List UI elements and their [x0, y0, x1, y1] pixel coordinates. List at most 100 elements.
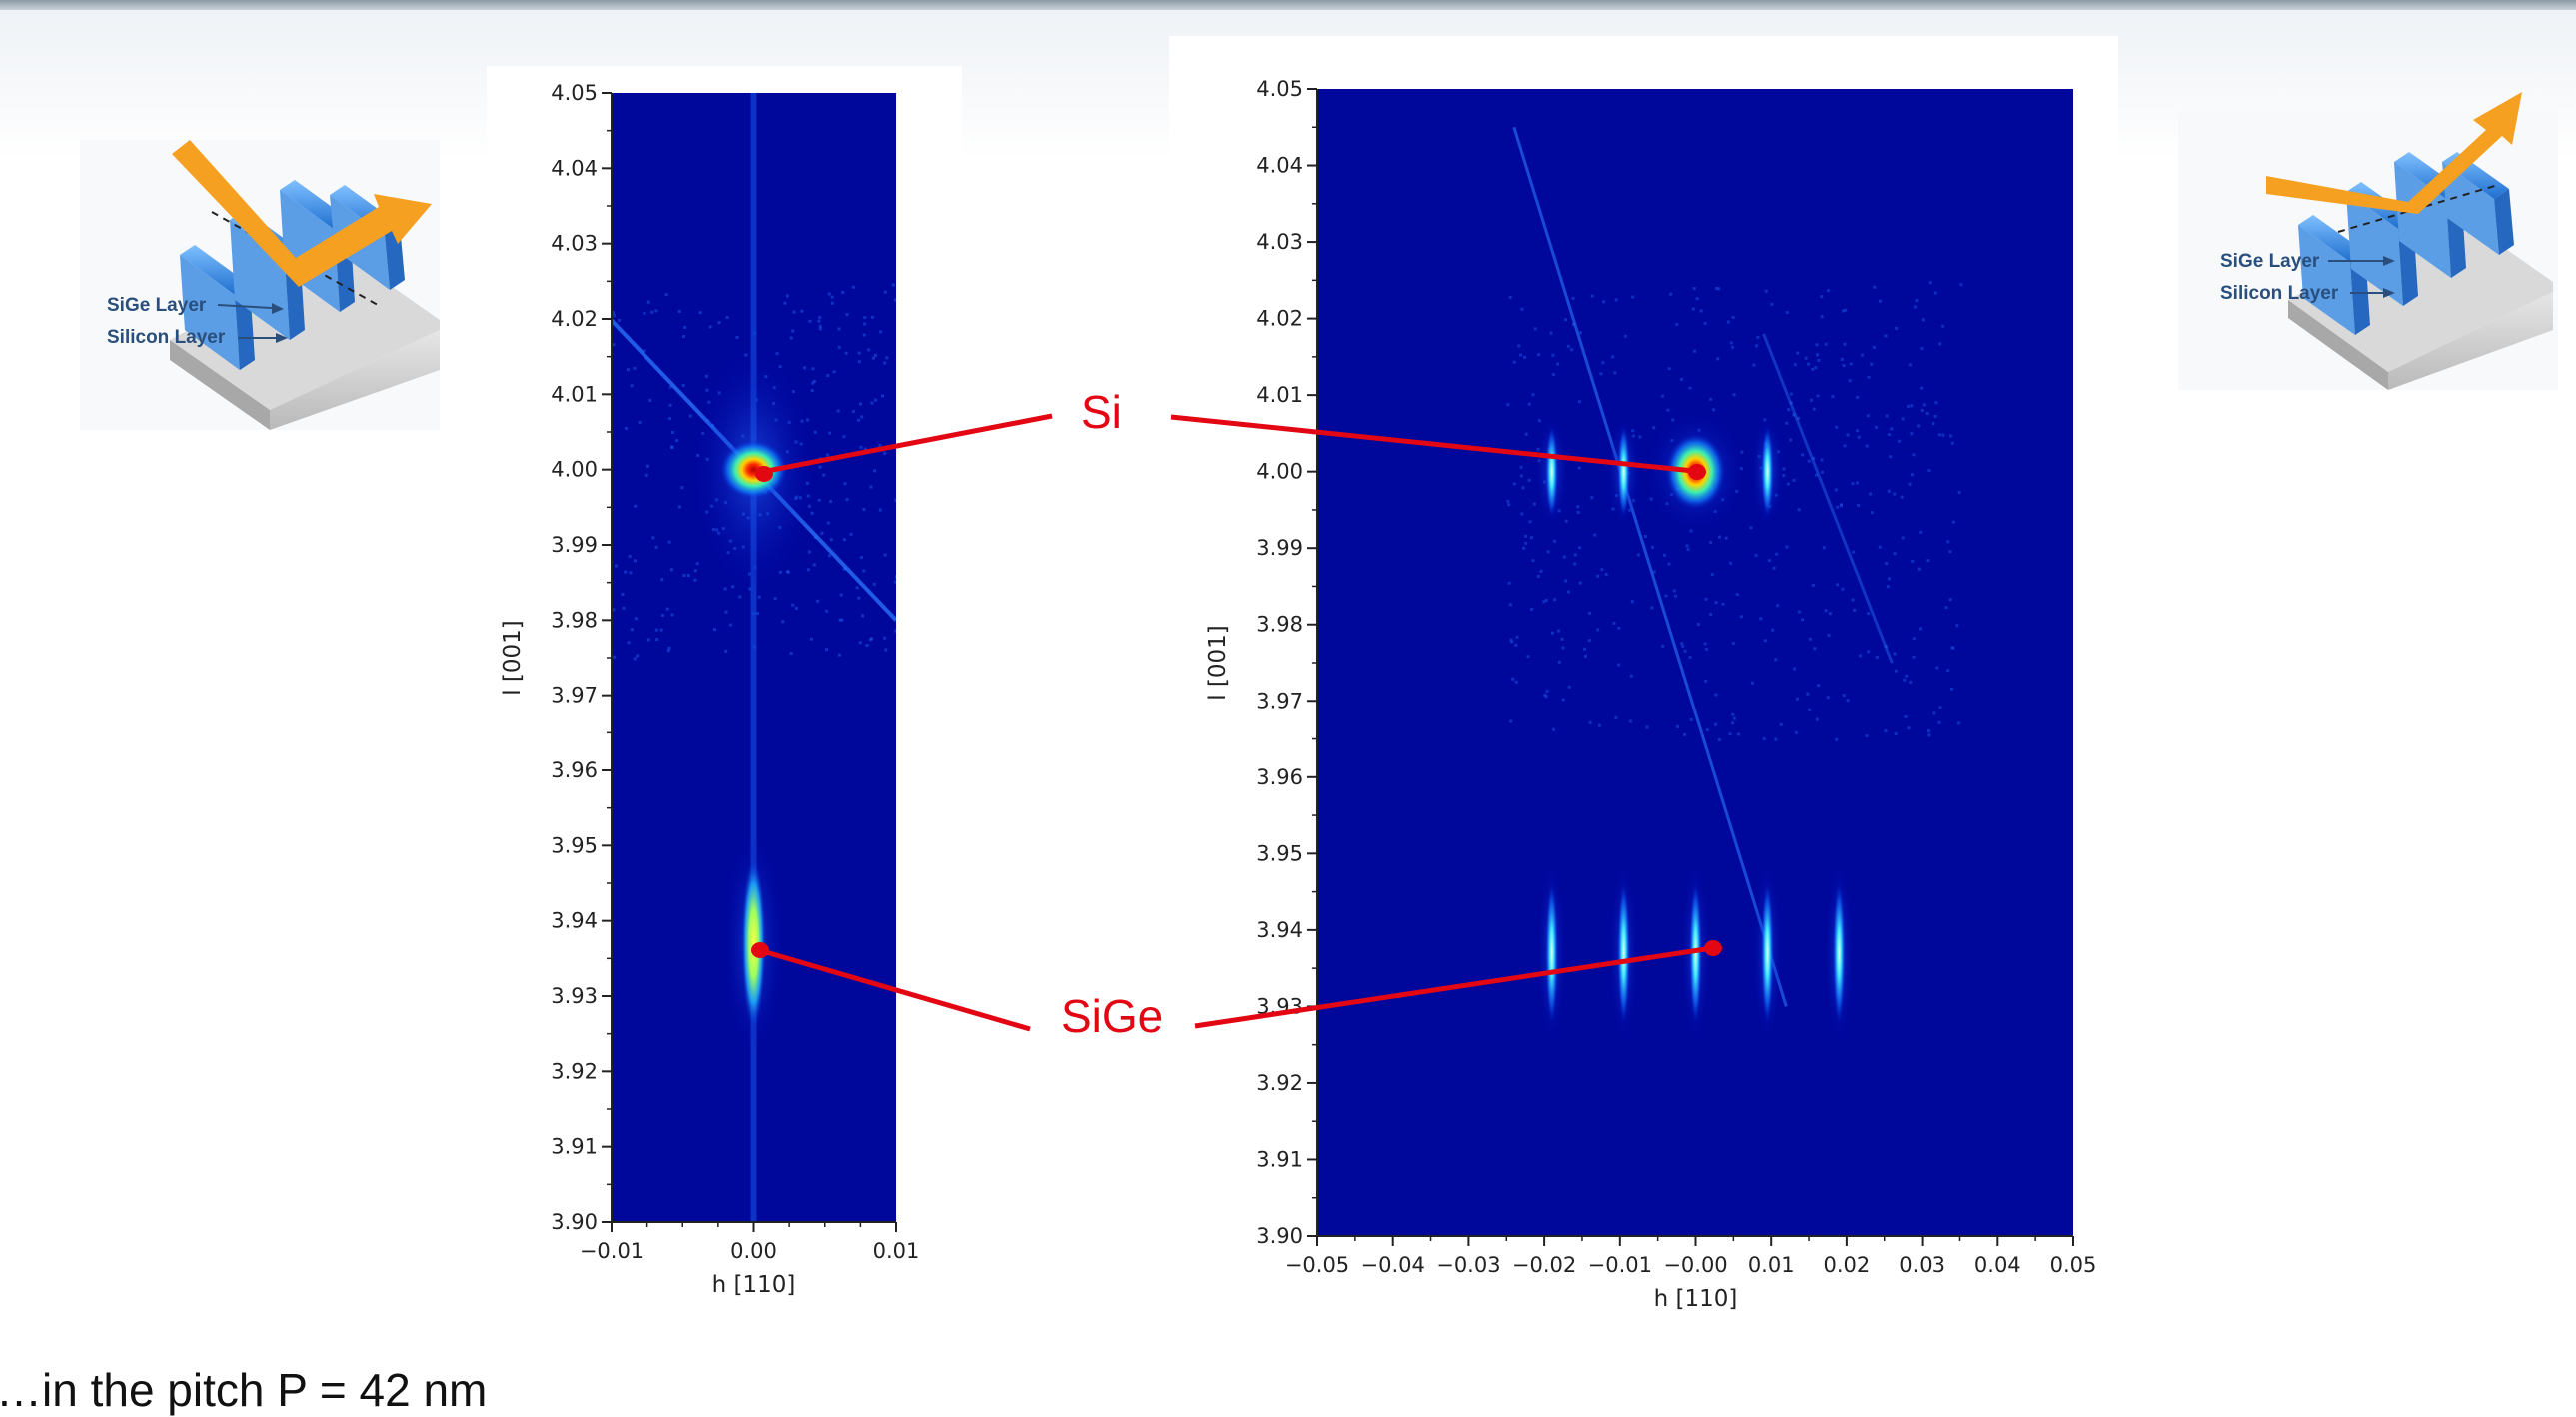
noise-speck [1793, 667, 1797, 671]
noise-speck [1948, 550, 1952, 554]
noise-speck [1506, 403, 1510, 407]
y-tick-label: 4.03 [551, 232, 598, 256]
noise-speck [1934, 401, 1938, 405]
noise-speck [1732, 393, 1736, 397]
noise-speck [1514, 643, 1518, 647]
noise-speck [1886, 585, 1890, 589]
noise-speck [613, 655, 617, 659]
noise-speck [1857, 435, 1861, 439]
noise-speck [1889, 455, 1893, 459]
noise-speck [1824, 609, 1828, 613]
noise-speck [1804, 356, 1808, 360]
noise-speck [822, 473, 826, 477]
noise-speck [1567, 685, 1571, 689]
noise-speck [621, 592, 625, 596]
noise-speck [1808, 708, 1812, 711]
y-tick-label: 3.94 [551, 909, 598, 933]
sige-satellite [1545, 882, 1558, 1023]
noise-speck [1731, 721, 1735, 725]
noise-speck [1731, 316, 1735, 320]
noise-speck [731, 585, 735, 589]
y-tick-label: 3.90 [551, 1210, 598, 1234]
noise-speck [857, 351, 861, 355]
callout-si-line-left [756, 413, 1053, 476]
noise-speck [1680, 642, 1684, 646]
noise-speck [1630, 600, 1634, 604]
noise-speck [1808, 637, 1812, 641]
noise-speck [630, 384, 634, 388]
noise-speck [1925, 411, 1929, 415]
noise-speck [1806, 692, 1810, 696]
noise-speck [1843, 342, 1847, 346]
si-satellite [1617, 426, 1630, 517]
noise-speck [1914, 305, 1918, 309]
noise-speck [1709, 540, 1713, 544]
noise-speck [654, 545, 658, 549]
noise-speck [1785, 421, 1789, 425]
noise-speck [1519, 474, 1523, 478]
noise-speck [1629, 674, 1633, 678]
noise-speck [1815, 717, 1819, 721]
noise-speck [1796, 351, 1800, 355]
noise-speck [1820, 470, 1824, 474]
noise-speck [1851, 598, 1855, 602]
noise-speck [1508, 295, 1512, 299]
x-tick-label: 0.00 [730, 1239, 777, 1263]
y-tick-label: 4.04 [1256, 154, 1303, 178]
noise-speck [1775, 552, 1779, 556]
noise-speck [1811, 584, 1815, 588]
noise-speck [677, 505, 681, 509]
noise-speck [1814, 473, 1818, 477]
noise-speck [1842, 694, 1846, 698]
noise-speck [643, 349, 646, 353]
noise-speck [634, 617, 638, 621]
noise-speck [1867, 650, 1871, 654]
right-fin-schematic: SiGe Layer Silicon Layer [2178, 92, 2558, 390]
substrate-side [170, 340, 270, 430]
noise-speck [1692, 287, 1696, 291]
noise-speck [1688, 656, 1692, 660]
x-tick-label: 0.03 [1899, 1253, 1945, 1277]
noise-speck [1792, 413, 1796, 417]
noise-speck [1667, 562, 1671, 566]
sige-satellite [1761, 882, 1774, 1023]
noise-speck [1660, 394, 1664, 398]
noise-speck [626, 368, 630, 372]
noise-speck [869, 485, 873, 489]
noise-speck [828, 431, 832, 435]
noise-speck [1755, 344, 1759, 348]
noise-speck [894, 575, 896, 579]
noise-speck [1908, 363, 1912, 367]
noise-speck [1793, 363, 1797, 367]
noise-speck [1596, 574, 1600, 578]
noise-speck [612, 314, 616, 318]
noise-speck [1807, 362, 1811, 366]
noise-speck [680, 486, 684, 490]
noise-speck [1611, 355, 1615, 359]
noise-speck [1812, 456, 1816, 460]
noise-speck [1533, 327, 1537, 331]
noise-speck [1885, 562, 1889, 566]
noise-speck [670, 568, 674, 572]
noise-speck [1938, 342, 1942, 346]
noise-speck [1691, 307, 1695, 311]
noise-speck [1762, 737, 1766, 741]
sige-marker-right [1704, 940, 1722, 956]
noise-speck [818, 324, 822, 328]
noise-speck [1728, 732, 1732, 736]
noise-speck [1674, 594, 1678, 598]
noise-speck [1840, 357, 1844, 361]
noise-speck [1774, 737, 1778, 741]
noise-speck [870, 315, 874, 319]
noise-speck [773, 597, 777, 601]
diagonal-streak [1512, 126, 1788, 1007]
noise-speck [1519, 353, 1523, 357]
noise-speck [826, 453, 830, 457]
y-tick-label: 3.93 [551, 984, 598, 1008]
noise-speck [1561, 698, 1565, 702]
noise-speck [1813, 647, 1817, 651]
noise-speck [1860, 353, 1864, 357]
noise-speck [1955, 624, 1959, 628]
noise-speck [1928, 281, 1932, 285]
noise-speck [628, 554, 632, 558]
